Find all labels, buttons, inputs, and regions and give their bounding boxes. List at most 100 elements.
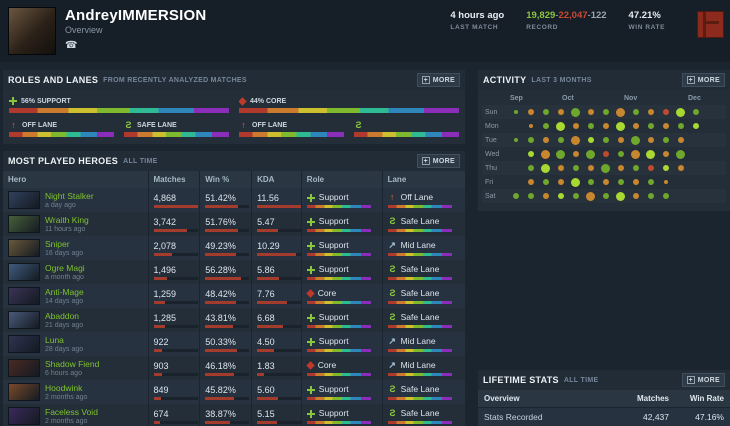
role-value: Support (318, 240, 349, 250)
activity-dot (647, 123, 654, 129)
column-header[interactable]: Overview (478, 390, 620, 408)
lane-value: Safe Lane (400, 384, 440, 394)
safelane-icon: S (389, 408, 396, 418)
win-pct-value: 56.28% (205, 264, 236, 275)
stat-matches: 42,437 (620, 407, 675, 426)
distribution-bar (387, 421, 452, 424)
table-row[interactable]: Ogre Magi a month ago 1,496 56.28% 5.86 Suppo… (3, 260, 465, 284)
plus-icon: + (421, 157, 430, 165)
activity-cell (673, 175, 688, 189)
distribution-bar (306, 325, 371, 328)
column-header[interactable]: Win % (199, 171, 252, 188)
activity-cell (658, 175, 673, 189)
hero-link[interactable]: Night Stalker (45, 191, 94, 201)
hero-link[interactable]: Shadow Fiend (45, 359, 100, 369)
hero-link[interactable]: Abaddon (45, 311, 80, 321)
column-header[interactable]: Lane (381, 171, 465, 188)
table-row[interactable]: Faceless Void 2 months ago 674 38.87% 5.15 Su… (3, 404, 465, 426)
activity-cell (523, 175, 538, 189)
table-row[interactable]: Luna 28 days ago 922 50.33% 4.50 Support ↗ Mid … (3, 332, 465, 356)
table-row[interactable]: Abaddon 21 days ago 1,285 43.81% 6.68 Support… (3, 308, 465, 332)
activity-cell (538, 105, 553, 119)
activity-dot (663, 180, 668, 184)
activity-dot (557, 165, 564, 171)
roles-lanes-more-button[interactable]: + MORE (416, 73, 460, 87)
activity-dot (662, 151, 669, 157)
distribution-bar (306, 253, 371, 256)
heatmap-row: Sun (482, 105, 726, 119)
section-title: MOST PLAYED HEROES (8, 156, 119, 166)
activity-cell (568, 133, 583, 147)
column-header[interactable]: Matches (147, 171, 200, 188)
column-header[interactable]: Matches (620, 390, 675, 408)
activity-cell (613, 133, 628, 147)
column-header[interactable]: KDA (251, 171, 302, 188)
activity-cell (553, 105, 568, 119)
midlane-icon: ↗ (388, 360, 396, 370)
column-header[interactable]: Role (300, 171, 383, 188)
most-played-more-button[interactable]: + MORE (416, 154, 460, 168)
table-row[interactable]: Hoodwink 2 months ago 849 45.82% 5.60 Support… (3, 380, 465, 404)
win-pct-value: 48.42% (205, 288, 236, 299)
record-separator: - (587, 10, 591, 21)
activity-cell (628, 133, 643, 147)
table-row[interactable]: Sniper 16 days ago 2,078 49.23% 10.29 Support… (3, 236, 465, 260)
activity-more-button[interactable]: + MORE (681, 73, 725, 87)
right-column: ACTIVITY LAST 3 MONTHS + MORE Sep Oct Nov D… (478, 70, 730, 426)
heatmap-row: Sat (482, 189, 726, 203)
hero-link[interactable]: Wraith King (45, 215, 89, 225)
table-row[interactable]: Stats Recorded 42,437 47.16% (478, 407, 730, 426)
activity-cell (613, 189, 628, 203)
safelane-icon: S (125, 120, 132, 130)
activity-dot (647, 179, 654, 185)
activity-dot (617, 137, 624, 143)
heroes-tbody: Night Stalker a day ago 4,868 51.42% 11.56 Su… (3, 188, 465, 426)
column-header[interactable]: Hero (3, 171, 149, 188)
plus-icon: + (421, 76, 430, 84)
activity-section: ACTIVITY LAST 3 MONTHS + MORE Sep Oct Nov D… (478, 70, 730, 211)
activity-cell (568, 119, 583, 133)
role-value: Support (318, 192, 349, 202)
activity-dot (677, 165, 684, 171)
column-header[interactable]: Win Rate (675, 390, 730, 408)
table-row[interactable]: Shadow Fiend 6 hours ago 903 46.18% 1.83 Core… (3, 356, 465, 380)
activity-cell (643, 161, 658, 175)
distribution-bar (306, 349, 371, 352)
hero-link[interactable]: Anti-Mage (45, 287, 84, 297)
table-row[interactable]: Night Stalker a day ago 4,868 51.42% 11.56 Su… (3, 188, 465, 212)
activity-dot (586, 149, 595, 159)
kda-value: 5.86 (257, 264, 275, 275)
activity-cell (643, 189, 658, 203)
activity-cell (628, 161, 643, 175)
midlane-icon: ↗ (388, 240, 396, 250)
hero-link[interactable]: Hoodwink (45, 383, 83, 393)
activity-dot (587, 109, 594, 115)
hero-link[interactable]: Luna (45, 335, 64, 345)
activity-dot (542, 123, 549, 129)
distribution-bar (306, 205, 371, 208)
hero-link[interactable]: Faceless Void (45, 407, 98, 417)
matches-value: 849 (153, 384, 169, 395)
table-row[interactable]: Anti-Mage 14 days ago 1,259 48.42% 7.76 Core S… (3, 284, 465, 308)
activity-cell (613, 105, 628, 119)
matches-value: 4,868 (153, 192, 177, 203)
hero-link[interactable]: Ogre Magi (45, 263, 85, 273)
record-value: 19,829-22,047-122 (526, 10, 606, 21)
activity-dot (631, 149, 640, 159)
hero-portrait (8, 335, 40, 353)
activity-cell (583, 105, 598, 119)
matches-value: 903 (153, 360, 169, 371)
win-pct-value: 51.76% (205, 216, 236, 227)
lifetime-more-button[interactable]: + MORE (681, 373, 725, 387)
role-lane-bar: 44% CORE (239, 96, 459, 113)
activity-dot (512, 193, 519, 199)
hero-link[interactable]: Sniper (45, 239, 70, 249)
activity-dot (527, 179, 534, 185)
table-row[interactable]: Wraith King 11 hours ago 3,742 51.76% 5.47 Su… (3, 212, 465, 236)
activity-dot (602, 179, 609, 185)
distribution-bar (306, 301, 371, 304)
role-value: Support (318, 312, 349, 322)
kda-value: 11.56 (257, 192, 279, 203)
hero-last-played: a month ago (45, 274, 84, 281)
activity-cell (583, 175, 598, 189)
